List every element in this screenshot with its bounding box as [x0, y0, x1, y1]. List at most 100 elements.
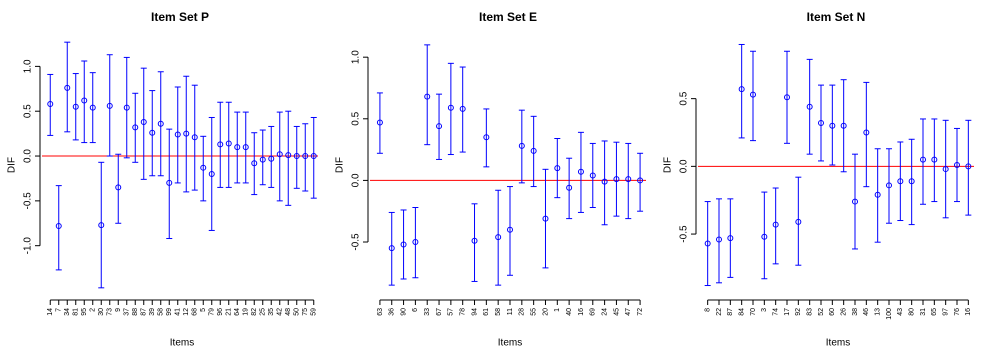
x-axis-label: Items: [170, 338, 194, 349]
y-tick-label: 1.0: [23, 59, 34, 73]
point: [772, 221, 779, 228]
point: [920, 156, 926, 163]
point: [106, 102, 113, 109]
x-tick-label: 97: [943, 308, 950, 316]
x-tick-label: 52: [818, 308, 825, 316]
y-tick-label: -0.5: [23, 192, 34, 210]
x-tick-label: 74: [773, 308, 780, 316]
x-tick-label: 41: [175, 308, 182, 316]
point: [566, 184, 573, 191]
point: [554, 165, 561, 172]
point: [234, 144, 241, 151]
x-tick-label: 31: [920, 308, 927, 316]
x-tick-label: 68: [192, 308, 199, 316]
x-tick-label: 9: [115, 308, 122, 312]
x-tick-label: 73: [107, 308, 114, 316]
point: [47, 101, 54, 108]
x-tick-label: 76: [954, 308, 961, 316]
x-tick-label: 40: [566, 308, 573, 316]
x-tick-label: 79: [209, 308, 216, 316]
x-tick-label: 84: [739, 308, 746, 316]
point: [483, 134, 490, 141]
x-tick-label: 7: [56, 308, 63, 312]
x-tick-label: 48: [285, 308, 292, 316]
x-tick-label: 99: [166, 308, 173, 316]
x-tick-label: 12: [183, 308, 190, 316]
x-axis-label: Items: [498, 338, 522, 349]
x-tick-label: 87: [141, 308, 148, 316]
x-tick-label: 28: [519, 308, 526, 316]
x-tick-label: 38: [852, 308, 859, 316]
point: [738, 86, 745, 93]
point: [931, 156, 938, 163]
point: [208, 170, 215, 177]
x-tick-label: 81: [73, 308, 80, 316]
point: [542, 215, 549, 222]
x-tick-label: 88: [132, 308, 139, 316]
x-tick-label: 96: [217, 308, 224, 316]
x-tick-label: 33: [424, 308, 431, 316]
x-tick-label: 58: [158, 308, 165, 316]
y-tick-label: 0.5: [351, 111, 362, 125]
x-tick-label: 50: [294, 308, 301, 316]
point: [64, 84, 71, 91]
point: [637, 177, 644, 184]
point: [98, 222, 105, 229]
point: [276, 151, 283, 158]
point: [852, 198, 858, 205]
point: [518, 142, 525, 149]
x-tick-label: 78: [460, 308, 467, 316]
point: [140, 118, 147, 125]
point: [81, 97, 88, 104]
point: [166, 179, 173, 186]
point: [495, 234, 502, 241]
x-tick-label: 63: [377, 308, 384, 316]
point: [863, 129, 870, 136]
y-tick-label: 0.5: [679, 91, 690, 105]
x-tick-label: 19: [243, 308, 250, 316]
point: [400, 241, 407, 248]
point: [293, 153, 300, 160]
x-tick-label: 72: [637, 308, 644, 316]
point: [601, 178, 608, 185]
x-tick-label: 30: [98, 308, 105, 316]
panel-title: Item Set E: [479, 10, 537, 24]
x-tick-label: 5: [200, 308, 207, 312]
x-tick-label: 24: [601, 308, 608, 316]
x-tick-label: 35: [268, 308, 275, 316]
point: [200, 164, 207, 171]
point: [471, 237, 478, 244]
x-tick-label: 57: [448, 308, 455, 316]
point: [55, 222, 62, 229]
point: [750, 91, 756, 98]
point: [704, 240, 711, 247]
y-axis-label: DIF: [663, 157, 674, 173]
x-tick-label: 82: [251, 308, 258, 316]
panel-title: Item Set N: [807, 10, 866, 24]
point: [447, 104, 454, 111]
x-tick-label: 43: [897, 308, 904, 316]
x-tick-label: 42: [277, 308, 284, 316]
x-tick-label: 47: [625, 308, 632, 316]
point: [72, 103, 79, 110]
point: [436, 123, 443, 130]
x-tick-label: 64: [234, 308, 241, 316]
point: [115, 184, 122, 191]
x-tick-label: 17: [784, 308, 791, 316]
point: [132, 124, 139, 131]
y-tick-label: -1.0: [23, 237, 34, 255]
x-tick-label: 20: [542, 308, 549, 316]
point: [217, 141, 224, 148]
x-tick-label: 65: [931, 308, 938, 316]
point: [727, 235, 734, 242]
y-tick-label: -0.5: [679, 225, 690, 243]
point: [795, 218, 802, 225]
point: [183, 130, 190, 137]
point: [507, 226, 513, 233]
point: [412, 239, 419, 246]
x-tick-label: 16: [578, 308, 585, 316]
point: [388, 245, 395, 252]
point: [157, 120, 164, 127]
x-tick-label: 26: [841, 308, 848, 316]
x-tick-label: 80: [909, 308, 916, 316]
